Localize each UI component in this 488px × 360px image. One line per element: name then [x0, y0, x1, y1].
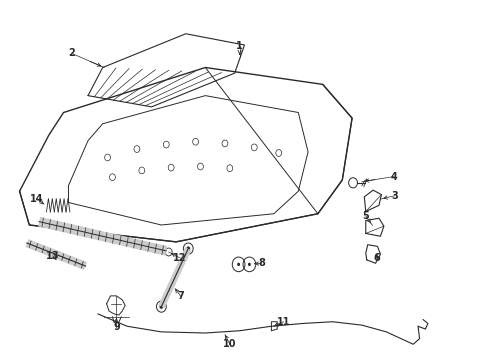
Circle shape: [247, 263, 250, 266]
Text: 3: 3: [390, 191, 397, 201]
Text: 1: 1: [236, 41, 243, 51]
Text: 5: 5: [362, 211, 368, 221]
Text: 10: 10: [223, 339, 236, 349]
Text: 4: 4: [389, 172, 396, 182]
Text: 7: 7: [177, 292, 184, 301]
Text: 2: 2: [68, 49, 75, 58]
Text: 13: 13: [46, 251, 60, 261]
Text: 8: 8: [258, 258, 264, 268]
Circle shape: [159, 304, 163, 309]
Text: 6: 6: [372, 253, 379, 263]
Circle shape: [186, 246, 190, 251]
Text: 9: 9: [113, 322, 120, 332]
Text: 12: 12: [172, 253, 186, 263]
Text: 14: 14: [30, 194, 43, 203]
Circle shape: [237, 263, 240, 266]
Text: 11: 11: [276, 317, 290, 327]
